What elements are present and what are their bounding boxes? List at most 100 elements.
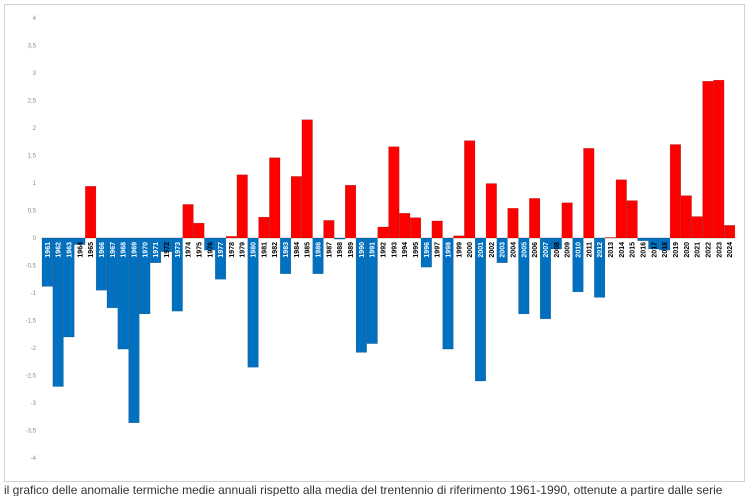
bar-1986	[312, 237, 324, 274]
bar-2003	[496, 237, 508, 263]
x-tick-label: 1978	[229, 242, 236, 258]
y-tick-label: 1	[33, 181, 37, 187]
bar-2001	[475, 237, 487, 382]
x-tick-label: 1983	[283, 242, 290, 258]
y-tick-label: 3	[33, 71, 37, 77]
y-tick-label: -3	[31, 401, 37, 407]
bar-1965	[85, 186, 97, 239]
y-tick-label: -2	[31, 346, 37, 352]
x-tick-label: 1975	[196, 242, 203, 258]
bar-2016	[637, 237, 649, 241]
x-tick-label: 2008	[554, 242, 561, 258]
bar-2014	[615, 179, 627, 239]
y-tick-label: -1,5	[26, 319, 37, 325]
bar-1964	[74, 237, 86, 245]
bar-1972	[160, 237, 172, 252]
bar-1968	[117, 237, 129, 350]
x-tick-label: 1994	[402, 242, 409, 258]
bar-1993	[388, 146, 400, 239]
bar-1967	[106, 237, 118, 309]
x-tick-label: 1980	[251, 242, 258, 258]
bar-2010	[572, 237, 584, 293]
bar-2015	[626, 200, 638, 239]
bar-1997	[431, 220, 443, 239]
x-tick-label: 1962	[56, 242, 63, 258]
x-tick-label: 2021	[695, 242, 702, 258]
x-tick-label: 2006	[532, 242, 539, 258]
bar-1987	[323, 220, 335, 239]
y-tick-label: -2,5	[26, 374, 37, 380]
bar-1963	[63, 237, 75, 338]
x-tick-label: 1974	[186, 242, 193, 258]
x-axis-labels: 1961 1962 1963 1964 1965 1966 1967 1968 1969 1970…	[45, 242, 734, 258]
bar-1983	[280, 237, 292, 274]
caption-text: il grafico delle anomalie termiche medie…	[4, 484, 723, 496]
x-tick-label: 2016	[640, 242, 647, 258]
x-tick-label: 1973	[175, 242, 182, 258]
bar-1995	[410, 217, 422, 239]
bar-1996	[420, 237, 432, 268]
bar-1976	[204, 237, 216, 251]
y-tick-label: -4	[31, 456, 37, 462]
bar-chart: 4 3,5 3 2,5 2 1,5 1 0,5 0 -0,5 -1 -1,5 -2 -2,5 -3 -3,5 -…	[26, 16, 737, 462]
y-tick-label: 2,5	[28, 99, 37, 105]
y-tick-label: -1	[31, 291, 37, 297]
bar-2007	[539, 237, 551, 320]
bar-1978	[225, 236, 237, 239]
x-tick-label: 1963	[66, 242, 73, 258]
x-tick-label: 1986	[316, 242, 323, 258]
y-axis: 4 3,5 3 2,5 2 1,5 1 0,5 0 -0,5 -1 -1,5 -2 -2,5 -3 -3,5 -…	[26, 16, 37, 462]
x-tick-label: 2015	[630, 242, 637, 258]
bar-2012	[594, 237, 606, 298]
x-tick-label: 1968	[121, 242, 128, 258]
x-tick-label: 1984	[294, 242, 301, 258]
x-tick-label: 1998	[446, 242, 453, 258]
y-tick-label: 0	[33, 236, 37, 242]
bar-1984	[290, 176, 302, 239]
x-tick-label: 1995	[413, 242, 420, 258]
x-tick-label: 2012	[597, 242, 604, 258]
x-tick-label: 2024	[727, 242, 734, 258]
bar-1961	[41, 237, 53, 287]
y-tick-label: 2	[33, 126, 37, 132]
x-tick-label: 2017	[651, 242, 658, 258]
x-tick-label: 2004	[510, 242, 517, 258]
x-tick-label: 1999	[456, 242, 463, 258]
x-tick-label: 1965	[88, 242, 95, 258]
chart-frame: 4 3,5 3 2,5 2 1,5 1 0,5 0 -0,5 -1 -1,5 -2 -2,5 -3 -3,5 -…	[4, 4, 745, 482]
x-tick-label: 1971	[153, 242, 160, 258]
x-tick-label: 1967	[110, 242, 117, 258]
bar-2005	[518, 237, 530, 315]
x-tick-label: 2003	[500, 242, 507, 258]
bar-1980	[247, 237, 259, 368]
bar-2018	[659, 237, 671, 251]
bar-2022	[702, 81, 714, 239]
bar-1962	[52, 237, 64, 387]
x-tick-label: 2019	[673, 242, 680, 258]
bar-2020	[680, 195, 692, 239]
bar-2019	[669, 144, 681, 239]
bar-1979	[236, 174, 248, 239]
x-tick-label: 2009	[565, 242, 572, 258]
bar-1966	[95, 237, 107, 291]
bar-1981	[258, 216, 270, 239]
x-tick-label: 2005	[521, 242, 528, 258]
x-tick-label: 1992	[381, 242, 388, 258]
x-tick-label: 2020	[684, 242, 691, 258]
x-tick-label: 1966	[99, 242, 106, 258]
x-tick-label: 2002	[489, 242, 496, 258]
x-tick-label: 2007	[543, 242, 550, 258]
bar-1969	[128, 237, 140, 424]
bar-1970	[139, 237, 151, 315]
bar-2024	[724, 225, 736, 239]
bar-1988	[334, 237, 346, 240]
bar-2008	[550, 237, 562, 250]
y-tick-label: -0,5	[26, 264, 37, 270]
y-tick-label: 3,5	[28, 44, 37, 50]
bar-1971	[150, 237, 162, 263]
x-tick-label: 2000	[467, 242, 474, 258]
bar-1975	[193, 222, 205, 239]
bar-2017	[648, 237, 660, 250]
x-tick-label: 1972	[164, 242, 171, 258]
bar-1999	[453, 235, 465, 239]
